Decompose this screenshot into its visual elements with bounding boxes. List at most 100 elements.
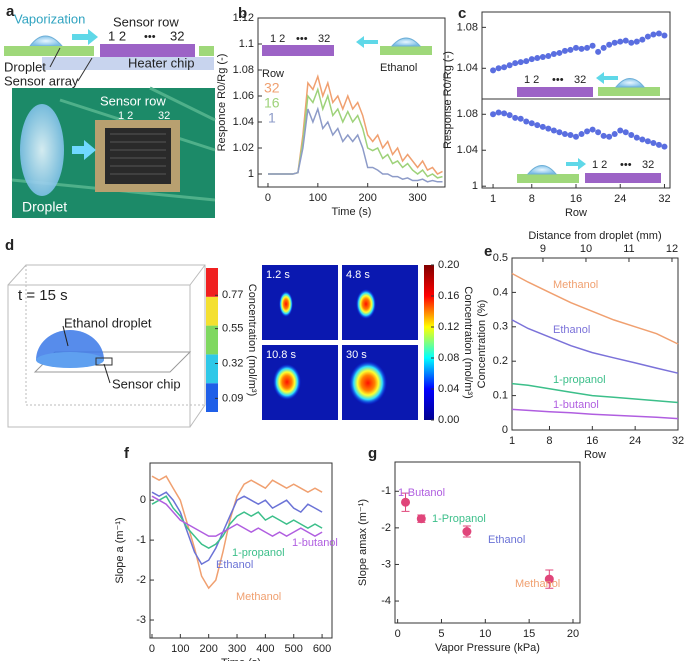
- colorbar-band: [206, 383, 218, 412]
- y-tick-label: -2: [136, 574, 146, 586]
- x-tick-label: 32: [672, 435, 684, 447]
- point: [661, 33, 667, 39]
- point: [567, 47, 573, 53]
- x-tick-label: 10: [479, 628, 491, 640]
- x-tick-label: 300: [228, 643, 246, 655]
- x2-tick-label: 10: [580, 243, 592, 255]
- point: [645, 34, 651, 40]
- droplet-label: Droplet: [4, 59, 46, 74]
- row-end: 32: [170, 28, 184, 43]
- point: [656, 142, 662, 148]
- point: [634, 39, 640, 45]
- y-tick-label: -1: [381, 485, 391, 497]
- point: [401, 498, 410, 507]
- colorbar-label: Concentration (mol/m³): [462, 286, 474, 398]
- y-axis-label: Slope a (m⁻¹): [114, 517, 126, 583]
- point: [650, 32, 656, 38]
- droplet: [392, 38, 420, 46]
- point: [590, 127, 596, 133]
- x-tick-label: 0: [149, 643, 155, 655]
- y-tick-label: 0.5: [493, 252, 508, 264]
- point: [595, 49, 601, 55]
- x-tick-label: 16: [586, 435, 598, 447]
- y-tick-label: 0: [502, 424, 508, 436]
- legend-entry: 1: [268, 110, 276, 126]
- point: [518, 116, 524, 122]
- sensor-bar: [199, 46, 214, 56]
- series-label: 1-propanol: [553, 374, 606, 386]
- point: [529, 56, 535, 62]
- panel-label: f: [124, 445, 130, 462]
- y-tick-label: 1.1: [239, 38, 254, 50]
- x-tick-label: 24: [614, 193, 626, 205]
- point: [562, 131, 568, 137]
- colorbar: [424, 265, 434, 420]
- panel-label: d: [5, 237, 14, 254]
- y-tick-label: 1.04: [457, 144, 478, 156]
- x-tick-label: 0: [265, 192, 271, 204]
- sensor-row-label: Sensor row: [113, 14, 179, 29]
- y-axis-label: Slope amax (m⁻¹): [357, 499, 369, 586]
- colorbar-tick-label: 0.16: [438, 290, 459, 302]
- x-axis-label: Row: [565, 207, 587, 219]
- y-tick-label: 0: [140, 494, 146, 506]
- point: [612, 131, 618, 137]
- x-tick-label: 200: [359, 192, 377, 204]
- point: [462, 527, 471, 536]
- row-start: 1 2: [592, 159, 607, 171]
- x-tick-label: 600: [313, 643, 331, 655]
- x-tick-label: 100: [309, 192, 327, 204]
- colorbar-tick-label: 0.55: [222, 323, 243, 335]
- point: [623, 129, 629, 135]
- x2-axis-label: Distance from droplet (mm): [528, 230, 661, 242]
- point: [417, 514, 426, 523]
- legend-entry: 16: [264, 95, 280, 111]
- point: [584, 128, 590, 134]
- x-tick-label: 100: [171, 643, 189, 655]
- x-tick-label: 20: [567, 628, 579, 640]
- sensor-row-bar: [585, 173, 661, 183]
- panel-label: g: [368, 445, 377, 462]
- sensor-row-bar: [517, 87, 593, 97]
- chip-label: Sensor chip: [112, 376, 181, 391]
- x2-tick-label: 12: [666, 243, 678, 255]
- y-tick-label: 1.02: [233, 142, 254, 154]
- series-label: Ethanol: [216, 559, 253, 571]
- y-tick-label: -3: [136, 614, 146, 626]
- point: [573, 134, 579, 140]
- arrow: [356, 36, 378, 48]
- colorbar-tick-label: 0.12: [438, 321, 459, 333]
- row-dots: •••: [620, 159, 632, 171]
- figure: a b c d e f g Vaporization Sensor row 1 …: [0, 0, 686, 661]
- point: [656, 30, 662, 36]
- time-label: t = 15 s: [18, 287, 68, 304]
- row-end: 32: [642, 159, 654, 171]
- point: [639, 37, 645, 43]
- point: [507, 112, 513, 118]
- point: [612, 40, 618, 46]
- x-tick-label: 24: [629, 435, 641, 447]
- series-label: 1-butanol: [292, 537, 338, 549]
- y-tick-label: 0.4: [493, 286, 508, 298]
- series-line: [512, 320, 678, 373]
- row-start: 1 2: [270, 33, 285, 45]
- point: [606, 134, 612, 140]
- series-label: Methanol: [515, 578, 560, 590]
- gas-label: Ethanol: [380, 62, 417, 74]
- heater-chip-label: Heater chip: [128, 55, 194, 70]
- photo-sensor-row: Sensor row: [100, 93, 166, 108]
- series-label: Ethanol: [488, 534, 525, 546]
- leader: [104, 364, 110, 383]
- y-tick-label: 1.12: [233, 12, 254, 24]
- colorbar-tick-label: 0.77: [222, 289, 243, 301]
- x2-tick-label: 11: [623, 243, 634, 255]
- point: [617, 127, 623, 133]
- sensor-bar: [4, 46, 94, 56]
- sensor-array-label: Sensor array: [4, 73, 79, 88]
- y-axis-label: Response R0/Rg (-): [442, 51, 454, 149]
- point: [540, 54, 546, 60]
- y-tick-label: 0.1: [493, 390, 508, 402]
- point: [601, 45, 607, 51]
- y-tick-label: 1.04: [233, 116, 254, 128]
- series-label: Methanol: [236, 591, 281, 603]
